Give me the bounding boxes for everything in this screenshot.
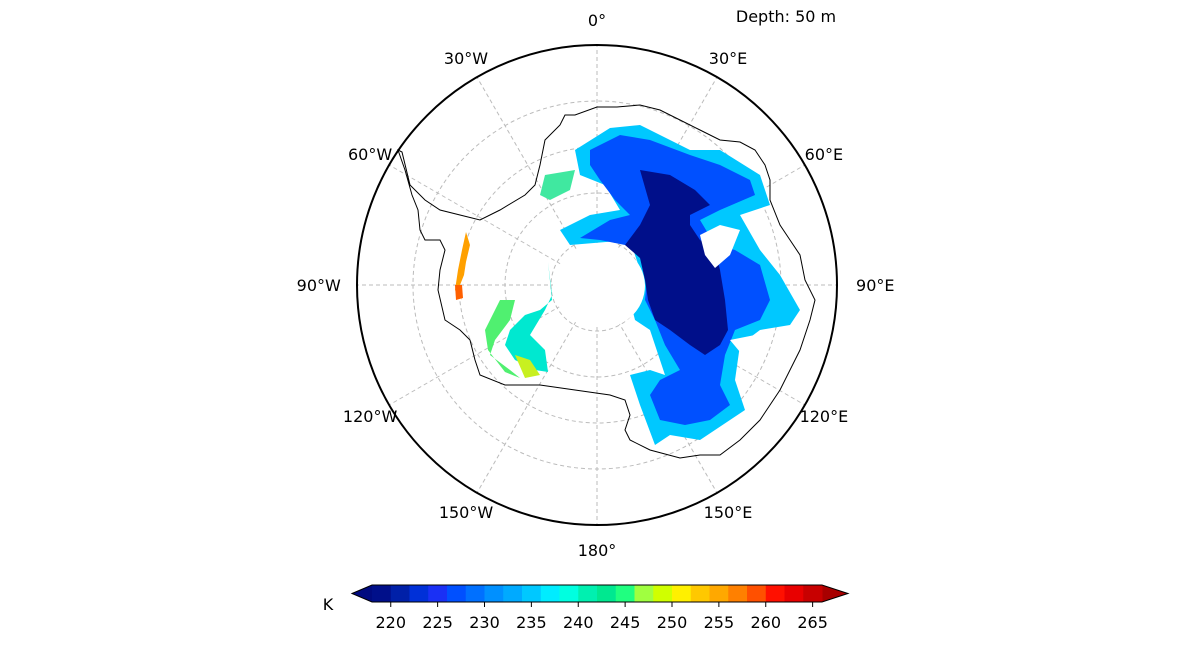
colorbar-bin (615, 585, 635, 602)
colorbar-bin (784, 585, 804, 602)
temperature-field (455, 125, 800, 445)
field-north-green (540, 170, 575, 200)
longitude-label: 150°W (439, 503, 494, 522)
colorbar-extend-high (822, 585, 848, 602)
colorbar-bin (709, 585, 729, 602)
colorbar-bin (765, 585, 785, 602)
colorbar-bin (540, 585, 560, 602)
colorbar-tick-label: 245 (610, 613, 641, 632)
colorbar-tick-label: 235 (516, 613, 547, 632)
colorbar-tick-label: 240 (563, 613, 594, 632)
field-white-gap-east (700, 225, 740, 268)
colorbar-tick-label: 225 (422, 613, 453, 632)
colorbar-bin (390, 585, 410, 602)
longitude-label: 180° (578, 541, 617, 560)
longitude-labels: 0° 30°E 60°E 90°E 120°E 150°E 180° 150°W 120°W 90… (297, 11, 895, 560)
colorbar-tick-label: 220 (375, 613, 406, 632)
colorbar-extend-low (352, 585, 372, 602)
longitude-label: 120°W (343, 407, 398, 426)
longitude-label: 0° (588, 11, 606, 30)
colorbar-bin (503, 585, 523, 602)
meridian-line (476, 284, 598, 494)
longitude-label: 30°E (709, 49, 747, 68)
colorbar-unit-label: K (323, 595, 334, 614)
field-west-green (485, 300, 520, 378)
field-peninsula-orange (455, 232, 470, 300)
colorbar-bin (728, 585, 748, 602)
colorbar-bin (465, 585, 485, 602)
colorbar-bin (559, 585, 579, 602)
colorbar-bin (690, 585, 710, 602)
colorbar-bin (634, 585, 654, 602)
colorbar-bin (409, 585, 429, 602)
longitude-label: 60°W (348, 145, 392, 164)
colorbar-bin (653, 585, 673, 602)
antarctica-coastline (397, 104, 816, 459)
longitude-label: 60°E (805, 145, 843, 164)
meridian-line (388, 164, 598, 286)
colorbar-bin (747, 585, 767, 602)
longitude-label: 120°E (800, 407, 849, 426)
field-west-yellow (515, 355, 540, 378)
depth-title: Depth: 50 m (736, 7, 836, 26)
colorbar-bin (484, 585, 504, 602)
field-peninsula-red (455, 285, 463, 300)
colorbar-outline (350, 584, 850, 603)
colorbar-bin (447, 585, 467, 602)
field-pole-hole (553, 244, 646, 328)
colorbar-bin (597, 585, 617, 602)
colorbar-bin (522, 585, 542, 602)
colorbar-bin (803, 585, 823, 602)
field-west-cyan (505, 262, 552, 372)
colorbar-bin (428, 585, 448, 602)
colorbar-tick-label: 250 (657, 613, 688, 632)
colorbar-tick-label: 260 (750, 613, 781, 632)
colorbar-bin (372, 585, 392, 602)
colorbar-bin (578, 585, 598, 602)
colorbar-tick-label: 255 (704, 613, 735, 632)
longitude-label: 90°W (297, 276, 341, 295)
longitude-label: 30°W (444, 49, 488, 68)
longitude-label: 150°E (704, 503, 753, 522)
meridian-line (476, 76, 598, 286)
colorbar-bin (672, 585, 692, 602)
longitude-label: 90°E (856, 276, 894, 295)
colorbar-tick-label: 265 (797, 613, 828, 632)
colorbar: 220 225 230 235 240 245 250 255 260 265 K (323, 584, 850, 632)
map-boundary (356, 44, 838, 526)
field-east-navy (625, 170, 728, 355)
field-white-gap-south (730, 335, 760, 352)
colorbar-tick-label: 230 (469, 613, 500, 632)
